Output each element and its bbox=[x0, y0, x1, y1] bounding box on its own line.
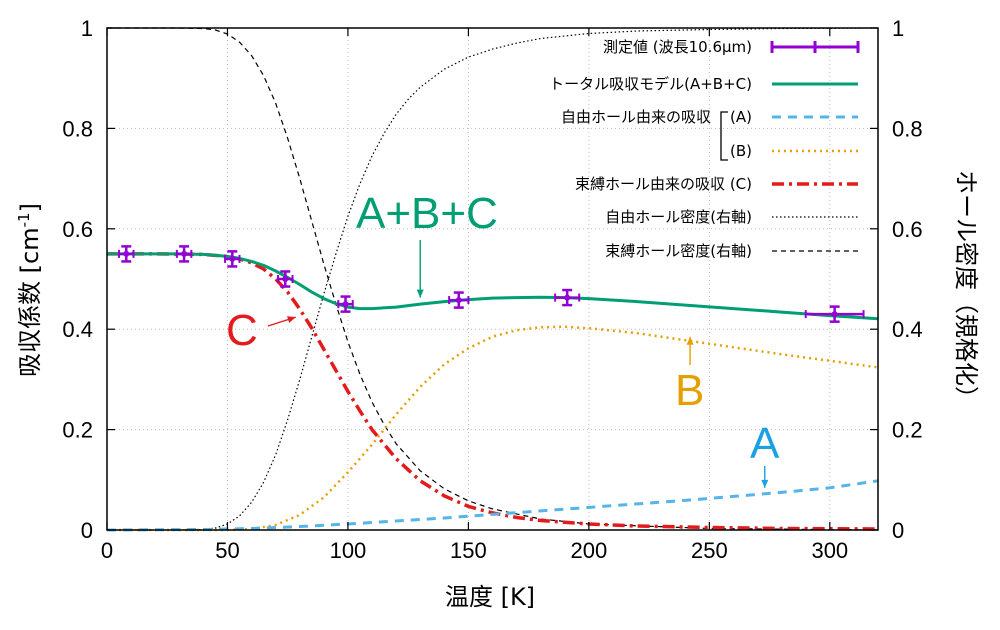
y-axis-label-close: ] bbox=[16, 203, 44, 212]
y2-tick-label: 1 bbox=[892, 16, 904, 41]
legend-label-total: トータル吸収モデル(A+B+C) bbox=[549, 75, 752, 93]
legend-label-b: (B) bbox=[730, 142, 752, 160]
annotation-arrowhead-2 bbox=[686, 336, 694, 345]
measured-point bbox=[229, 255, 236, 262]
x-tick-label: 150 bbox=[450, 538, 487, 563]
x-tick-label: 0 bbox=[101, 538, 113, 563]
annotation-arrowhead-1 bbox=[287, 316, 296, 323]
annotation-label-2: B bbox=[675, 366, 704, 415]
legend-label-free_density: 自由ホール密度(右軸) bbox=[605, 208, 752, 226]
measured-points bbox=[118, 245, 865, 323]
legend-label-a: (A) bbox=[730, 108, 752, 126]
measured-point bbox=[181, 250, 188, 257]
y-axis-label: 吸収係数 [cm-1] bbox=[15, 203, 44, 377]
y2-tick-label: 0.2 bbox=[892, 418, 923, 443]
x-tick-label: 200 bbox=[571, 538, 608, 563]
plot-frame bbox=[106, 27, 879, 531]
x-tick-label: 300 bbox=[811, 538, 848, 563]
y-tick-label: 0.2 bbox=[62, 418, 93, 443]
y2-tick-label: 0.4 bbox=[892, 317, 923, 342]
y-tick-label: 0 bbox=[81, 518, 93, 543]
annotation-arrowhead-3 bbox=[761, 479, 769, 488]
y-axis-label-base: 吸収係数 [cm bbox=[16, 227, 44, 377]
legend-label-measured: 測定値 (波長10.6μm) bbox=[603, 38, 752, 56]
y2-tick-label: 0.8 bbox=[892, 116, 923, 141]
measured-point bbox=[282, 276, 289, 282]
y-tick-label: 1 bbox=[81, 16, 93, 41]
measured-point bbox=[564, 294, 571, 301]
annotation-label-1: C bbox=[226, 306, 258, 355]
legend: 測定値 (波長10.6μm) トータル吸収モデル(A+B+C) (A) (B) 束縛ホー… bbox=[549, 38, 860, 260]
series-line-1 bbox=[106, 479, 879, 532]
series-line-5 bbox=[107, 27, 879, 531]
annotation-arrowhead-0 bbox=[416, 289, 424, 298]
x-tick-label: 100 bbox=[330, 538, 367, 563]
y-tick-label: 0.4 bbox=[62, 317, 93, 342]
y-tick-label: 0.6 bbox=[62, 217, 93, 242]
x-tick-label: 50 bbox=[215, 538, 239, 563]
x-axis-label: 温度 [K] bbox=[445, 583, 535, 611]
annotation-label-3: A bbox=[750, 419, 780, 468]
series-line-0 bbox=[107, 252, 879, 321]
series-line-3 bbox=[107, 252, 879, 531]
legend-label-bound_density: 束縛ホール密度(右軸) bbox=[605, 242, 752, 260]
y-tick-label: 0.8 bbox=[62, 116, 93, 141]
y2-axis-label: ホール密度（規格化） bbox=[952, 170, 980, 410]
y2-tick-label: 0.6 bbox=[892, 217, 923, 242]
legend-bracket bbox=[720, 111, 728, 161]
y2-tick-label: 0 bbox=[892, 518, 904, 543]
series-line-2 bbox=[107, 325, 879, 532]
annotation-label-0: A+B+C bbox=[356, 189, 498, 238]
y-axis-label-sup: -1 bbox=[15, 212, 33, 227]
measured-point bbox=[831, 311, 838, 318]
annotations: A+B+C C BA bbox=[226, 189, 780, 488]
legend-label-c: 束縛ホール由来の吸収 (C) bbox=[575, 175, 752, 193]
legend-label-free-prefix: 自由ホール由来の吸収 bbox=[561, 108, 711, 126]
measured-point bbox=[455, 297, 462, 304]
grid bbox=[107, 28, 878, 530]
measured-point bbox=[342, 301, 349, 308]
measured-point bbox=[123, 250, 130, 257]
x-tick-label: 250 bbox=[691, 538, 728, 563]
